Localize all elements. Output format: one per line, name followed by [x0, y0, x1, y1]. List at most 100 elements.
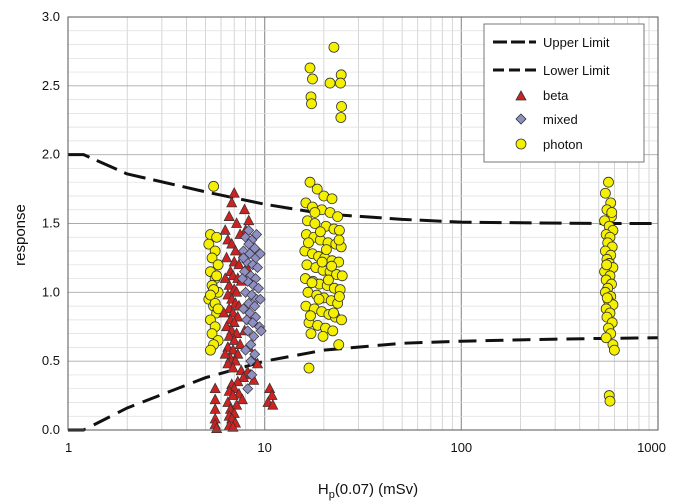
- mixed-point: [249, 300, 261, 312]
- legend-lower-limit-label: Lower Limit: [543, 63, 610, 78]
- photon-point: [317, 330, 329, 342]
- photon-point: [306, 98, 317, 110]
- legend-mixed-marker: [515, 113, 527, 125]
- mixed-point: [243, 224, 255, 236]
- beta-point: [227, 361, 239, 373]
- beta-point: [228, 186, 240, 198]
- photon-point: [212, 259, 224, 271]
- photon-point: [313, 293, 325, 305]
- beta-point: [219, 224, 231, 235]
- y-tick-label: 2.5: [42, 78, 60, 93]
- photon-point: [608, 344, 620, 356]
- legend-photon-label: photon: [543, 137, 583, 152]
- beta-point: [223, 210, 235, 221]
- mixed-point: [255, 325, 267, 337]
- data-points: [203, 41, 620, 433]
- beta-point: [219, 272, 231, 283]
- mixed-point: [242, 383, 254, 395]
- photon-point: [324, 77, 336, 89]
- photon-point: [323, 274, 334, 286]
- beta-point: [234, 338, 246, 349]
- photon-point: [307, 73, 318, 85]
- legend-upper-limit-label: Upper Limit: [543, 35, 610, 50]
- photon-point: [211, 231, 223, 243]
- photon-point: [326, 260, 338, 272]
- beta-point: [231, 398, 243, 410]
- photon-point: [326, 193, 338, 205]
- y-tick-label: 3.0: [42, 9, 60, 24]
- photon-point: [203, 238, 215, 250]
- mixed-point: [252, 282, 264, 294]
- x-tick-label: 1: [65, 440, 72, 455]
- photon-point: [604, 395, 616, 407]
- beta-point: [223, 330, 235, 341]
- beta-point: [233, 258, 245, 270]
- photon-point: [303, 362, 315, 374]
- photon-point: [205, 289, 216, 301]
- photon-point: [599, 187, 611, 199]
- legend-beta-label: beta: [543, 88, 569, 103]
- legend-mixed-label: mixed: [543, 112, 578, 127]
- beta-point: [266, 389, 278, 400]
- photon-point: [314, 226, 326, 238]
- photon-point: [304, 62, 316, 74]
- photon-point: [211, 270, 223, 282]
- x-tick-label: 1000: [637, 440, 666, 455]
- photon-point: [316, 256, 328, 268]
- beta-point: [227, 389, 239, 400]
- beta-point: [209, 382, 221, 394]
- beta-point: [236, 393, 248, 405]
- beta-point: [222, 357, 234, 369]
- photon-point: [601, 259, 613, 271]
- legend-beta-marker: [515, 90, 527, 101]
- photon-point: [336, 101, 347, 112]
- photon-point: [332, 211, 344, 223]
- photon-point: [306, 277, 318, 289]
- photon-point: [303, 237, 314, 249]
- photon-point: [305, 328, 317, 340]
- grid-lines: [67, 16, 659, 431]
- beta-point: [223, 279, 235, 290]
- mixed-point: [249, 348, 261, 360]
- y-tick-label: 0.0: [42, 422, 60, 437]
- x-axis-title-rest: (0.07) (mSv): [335, 481, 418, 498]
- plot-area-border: [67, 16, 659, 431]
- mixed-point: [254, 248, 266, 260]
- beta-point: [218, 306, 230, 318]
- beta-point: [231, 217, 243, 228]
- mixed-point: [240, 344, 252, 356]
- mixed-point: [248, 330, 260, 342]
- lower-limit-line: [68, 336, 659, 432]
- beta-point: [238, 203, 251, 215]
- mixed-point: [245, 339, 257, 351]
- photon-point: [309, 207, 321, 218]
- beta-point: [220, 320, 233, 332]
- photon-point: [320, 244, 332, 256]
- mixed-point: [242, 325, 254, 337]
- photon-point: [205, 344, 216, 356]
- photon-point: [334, 291, 345, 302]
- photon-point: [206, 252, 218, 264]
- beta-point: [228, 334, 240, 345]
- beta-point: [243, 214, 255, 226]
- mixed-point: [236, 273, 248, 285]
- photon-point: [334, 224, 345, 236]
- y-tick-label: 1.0: [42, 284, 60, 299]
- photon-point: [304, 176, 316, 188]
- beta-point: [227, 343, 239, 355]
- photon-point: [335, 77, 346, 89]
- photon-point: [311, 183, 323, 195]
- mixed-point: [246, 369, 258, 381]
- x-tick-label: 100: [450, 440, 472, 455]
- photon-point: [208, 180, 220, 192]
- photon-point: [301, 259, 313, 271]
- x-axis-title-subscript: p: [329, 489, 335, 501]
- beta-point: [226, 196, 238, 208]
- legend: Upper Limit Lower Limit beta mixed photo…: [483, 23, 645, 163]
- photon-point: [336, 270, 348, 282]
- x-axis-title: Hp(0.07) (mSv): [318, 481, 418, 501]
- upper-limit-line: [68, 153, 658, 225]
- mixed-point: [254, 293, 266, 305]
- beta-point: [251, 357, 264, 369]
